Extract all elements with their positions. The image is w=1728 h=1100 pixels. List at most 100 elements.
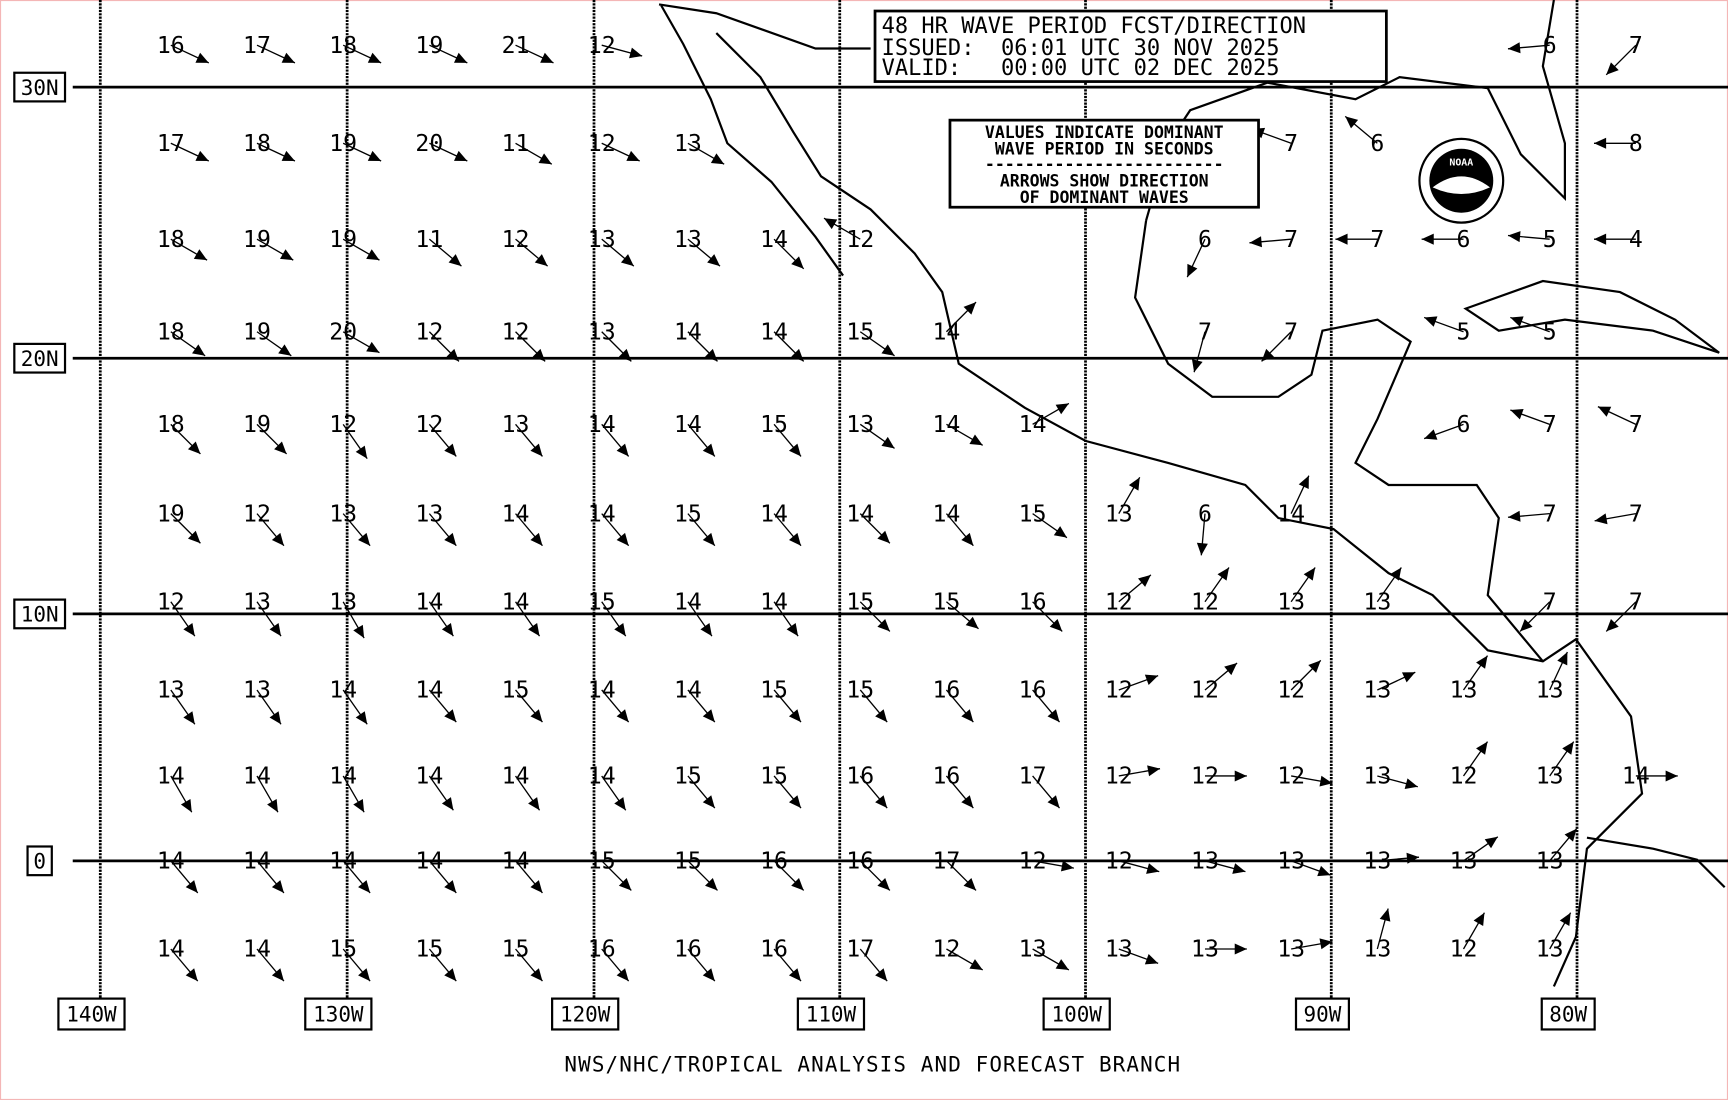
- wave-cell: 16: [760, 937, 802, 982]
- wave-period-value: 4: [1629, 227, 1643, 253]
- wave-cell: 12: [1450, 741, 1489, 790]
- wave-cell: 15: [846, 319, 895, 357]
- wave-cell: 15: [933, 590, 979, 630]
- wave-cell: 14: [588, 764, 627, 811]
- direction-arrow-head-icon: [1476, 655, 1488, 669]
- longitude-label: 110W: [806, 1003, 857, 1027]
- wave-cell: 16: [588, 937, 630, 982]
- direction-arrow-head-icon: [1507, 510, 1521, 522]
- wave-cell: 12: [1019, 849, 1074, 875]
- direction-arrow-head-icon: [530, 880, 543, 893]
- direction-arrow-head-icon: [1562, 741, 1574, 755]
- wave-cell: 15: [588, 590, 627, 637]
- direction-arrow-head-icon: [187, 530, 201, 544]
- direction-arrow-head-icon: [823, 218, 838, 230]
- legend-line-4: OF DOMINANT WAVES: [1020, 188, 1189, 207]
- wave-cell: 12: [1105, 764, 1161, 790]
- wave-cell: 13: [157, 678, 196, 725]
- wave-cell: 15: [329, 937, 371, 982]
- wave-cell: 13: [1277, 937, 1333, 963]
- direction-arrow-head-icon: [448, 254, 462, 267]
- direction-arrow-head-icon: [1404, 778, 1418, 789]
- direction-arrow-head-icon: [614, 623, 626, 637]
- direction-arrow-head-icon: [791, 348, 804, 362]
- wave-cell: 13: [1536, 741, 1575, 790]
- direction-arrow-head-icon: [444, 968, 457, 982]
- wave-cell: 21: [502, 33, 554, 64]
- direction-arrow-head-icon: [1147, 765, 1161, 777]
- wave-period-value: 5: [1543, 319, 1557, 345]
- wave-cell: 18: [157, 227, 208, 261]
- wave-cell: 14: [1277, 475, 1310, 527]
- direction-arrow-head-icon: [1335, 233, 1348, 245]
- wave-cell: 15: [415, 937, 457, 982]
- latitude-label: 0: [33, 850, 46, 874]
- direction-arrow-head-icon: [1484, 836, 1498, 849]
- coastline-gulf-of-mexico: [1133, 220, 1544, 663]
- wave-cell: 7: [1605, 590, 1643, 632]
- direction-arrow-head-icon: [281, 150, 295, 161]
- wave-period-value: 14: [1622, 764, 1650, 790]
- direction-arrow-head-icon: [710, 153, 725, 165]
- direction-arrow-head-icon: [1047, 795, 1060, 809]
- direction-arrow-head-icon: [1319, 938, 1333, 950]
- direction-arrow-head-icon: [1196, 542, 1208, 556]
- wave-cell: 15: [674, 501, 716, 547]
- wave-cell: 13: [1450, 655, 1489, 704]
- wave-cell: 16: [1019, 590, 1063, 632]
- direction-arrow-head-icon: [1606, 618, 1619, 632]
- wave-cell: 13: [1019, 937, 1070, 971]
- latitude-label-box: [26, 845, 53, 877]
- direction-arrow-head-icon: [453, 150, 468, 161]
- wave-cell: 19: [329, 131, 382, 162]
- direction-arrow-head-icon: [1593, 233, 1607, 245]
- wave-period-value: 7: [1370, 227, 1384, 253]
- wave-period-value: 13: [1363, 764, 1391, 790]
- direction-arrow-head-icon: [1594, 513, 1608, 525]
- wave-cell: 7: [1594, 501, 1643, 527]
- direction-arrow-head-icon: [1047, 709, 1060, 723]
- wave-period-value: 13: [1277, 937, 1305, 963]
- direction-arrow-head-icon: [271, 532, 284, 546]
- legend-line-3: ARROWS SHOW DIRECTION: [1000, 171, 1209, 190]
- longitude-label: 140W: [66, 1003, 117, 1027]
- wave-cell: 12: [1450, 912, 1486, 963]
- wave-period-value: 6: [1457, 227, 1471, 253]
- wave-cell: 14: [157, 849, 199, 894]
- direction-arrow-head-icon: [1389, 567, 1402, 581]
- wave-cell: 12: [1191, 567, 1230, 616]
- wave-cell: 6: [1186, 227, 1212, 278]
- wave-period-value: 7: [1543, 412, 1557, 438]
- wave-period-value: 13: [1450, 849, 1478, 875]
- wave-cell: 12: [415, 412, 457, 457]
- direction-arrow-head-icon: [355, 445, 368, 459]
- wave-cell: 13: [243, 678, 282, 725]
- wave-cell: 15: [674, 849, 718, 891]
- direction-arrow-head-icon: [1406, 852, 1420, 864]
- latitude-label-box: [13, 598, 67, 630]
- direction-arrow-head-icon: [1308, 660, 1321, 673]
- wave-cell: 13: [674, 131, 725, 165]
- wave-cell: 12: [588, 33, 643, 59]
- direction-arrow-head-icon: [1319, 775, 1333, 787]
- wave-cell: 14: [760, 590, 799, 637]
- wave-cell: 12: [243, 501, 285, 547]
- wave-cell: 13: [1536, 912, 1572, 963]
- wave-cell: 13: [1450, 836, 1499, 875]
- wave-period-value: 7: [1284, 131, 1298, 157]
- direction-arrow-head-icon: [540, 52, 554, 63]
- wave-cell: 17: [243, 33, 296, 64]
- direction-arrow-head-icon: [702, 443, 715, 457]
- wave-cell: 16: [933, 678, 974, 723]
- wave-cell: 14: [415, 590, 454, 637]
- wave-cell: 14: [157, 937, 199, 982]
- direction-arrow-head-icon: [1507, 231, 1521, 243]
- direction-arrow-head-icon: [629, 47, 643, 59]
- wave-period-value: 6: [1370, 131, 1384, 157]
- legend-line-1: VALUES INDICATE DOMINANT: [985, 123, 1224, 142]
- wave-period-value: 13: [1191, 937, 1219, 963]
- wave-cell: 14: [846, 501, 891, 544]
- direction-arrow-head-icon: [626, 150, 640, 161]
- wave-cell: 12: [823, 217, 874, 253]
